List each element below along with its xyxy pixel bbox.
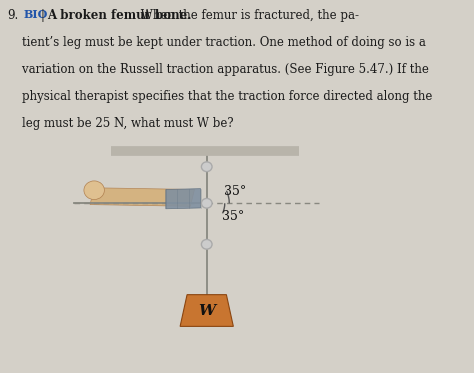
Text: 35°: 35° (224, 185, 246, 198)
Text: tient’s leg must be kept under traction. One method of doing so is a: tient’s leg must be kept under traction.… (8, 36, 426, 49)
Text: |: | (40, 9, 44, 22)
Polygon shape (166, 189, 201, 209)
Circle shape (201, 239, 212, 249)
Circle shape (201, 162, 212, 172)
Text: A broken femur bone.: A broken femur bone. (47, 9, 191, 22)
Circle shape (84, 181, 104, 200)
Polygon shape (90, 188, 194, 206)
Circle shape (201, 198, 212, 208)
Text: BIO: BIO (24, 9, 48, 20)
Text: physical therapist specifies that the traction force directed along the: physical therapist specifies that the tr… (8, 90, 433, 103)
Polygon shape (180, 295, 233, 326)
Text: leg must be 25 N, what must W be?: leg must be 25 N, what must W be? (8, 117, 234, 130)
Text: When the femur is fractured, the pa-: When the femur is fractured, the pa- (137, 9, 359, 22)
Text: variation on the Russell traction apparatus. (See Figure 5.47.) If the: variation on the Russell traction appara… (8, 63, 429, 76)
Text: W: W (198, 304, 215, 317)
Text: 35°: 35° (222, 210, 245, 223)
Text: 9.: 9. (8, 9, 18, 22)
